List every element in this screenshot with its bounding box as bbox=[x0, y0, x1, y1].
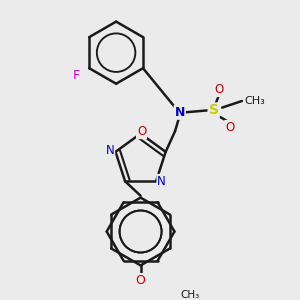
Text: N: N bbox=[175, 106, 185, 119]
Text: O: O bbox=[215, 83, 224, 96]
Text: S: S bbox=[209, 103, 219, 117]
Text: N: N bbox=[158, 175, 166, 188]
Text: N: N bbox=[106, 144, 114, 158]
Text: CH₃: CH₃ bbox=[181, 290, 200, 300]
Text: O: O bbox=[137, 125, 146, 138]
Text: O: O bbox=[136, 274, 146, 287]
Text: F: F bbox=[73, 69, 80, 82]
Text: O: O bbox=[225, 121, 234, 134]
Text: CH₃: CH₃ bbox=[245, 96, 266, 106]
